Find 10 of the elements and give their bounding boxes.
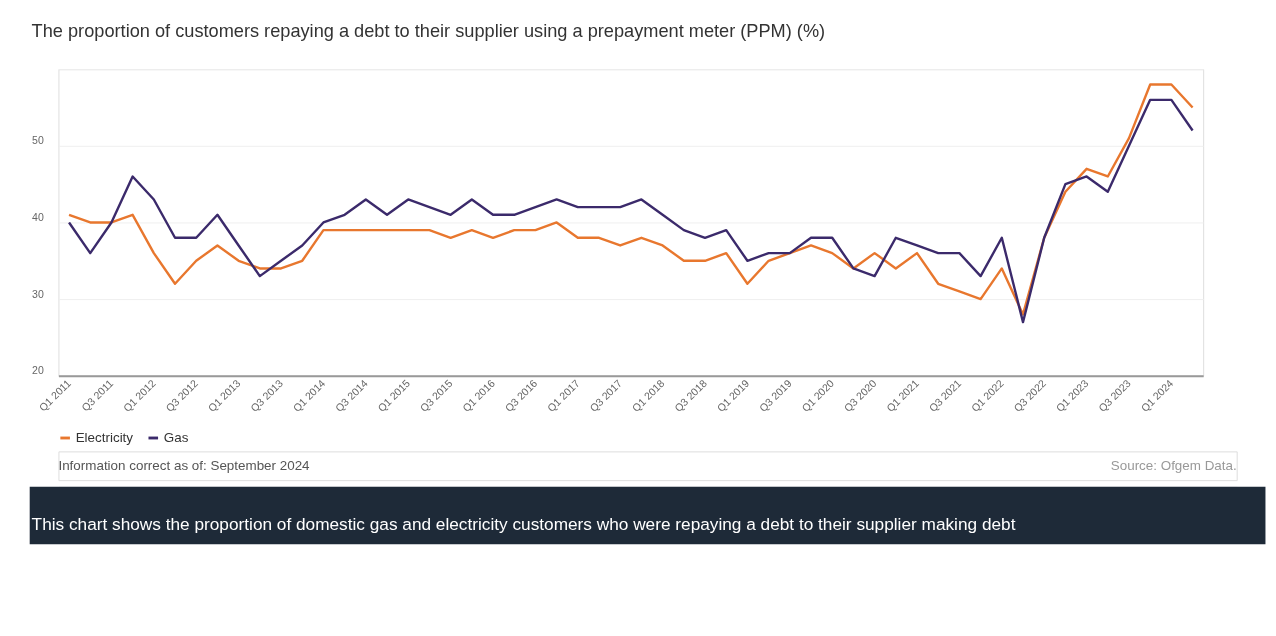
text: This chart shows the proportion of domestic gas and electricity customers who were repaying a debt to their supplier making debt [31,513,1016,534]
y-tick-label: 50 [32,134,44,147]
y-tick-label: 30 [32,287,44,300]
legend-label: Gas [163,429,189,445]
legend-label: Electricity [75,429,134,445]
chart-title: The proportion of customers repaying a debt to their supplier using a prepayment meter (PPM) (%) [31,20,826,41]
source-note: Source: Ofgem Data. [1110,457,1237,473]
y-tick-label: 40 [32,211,44,224]
y-tick-label: 20 [32,364,44,377]
text: Information correct as of: September 2024 [58,457,311,473]
